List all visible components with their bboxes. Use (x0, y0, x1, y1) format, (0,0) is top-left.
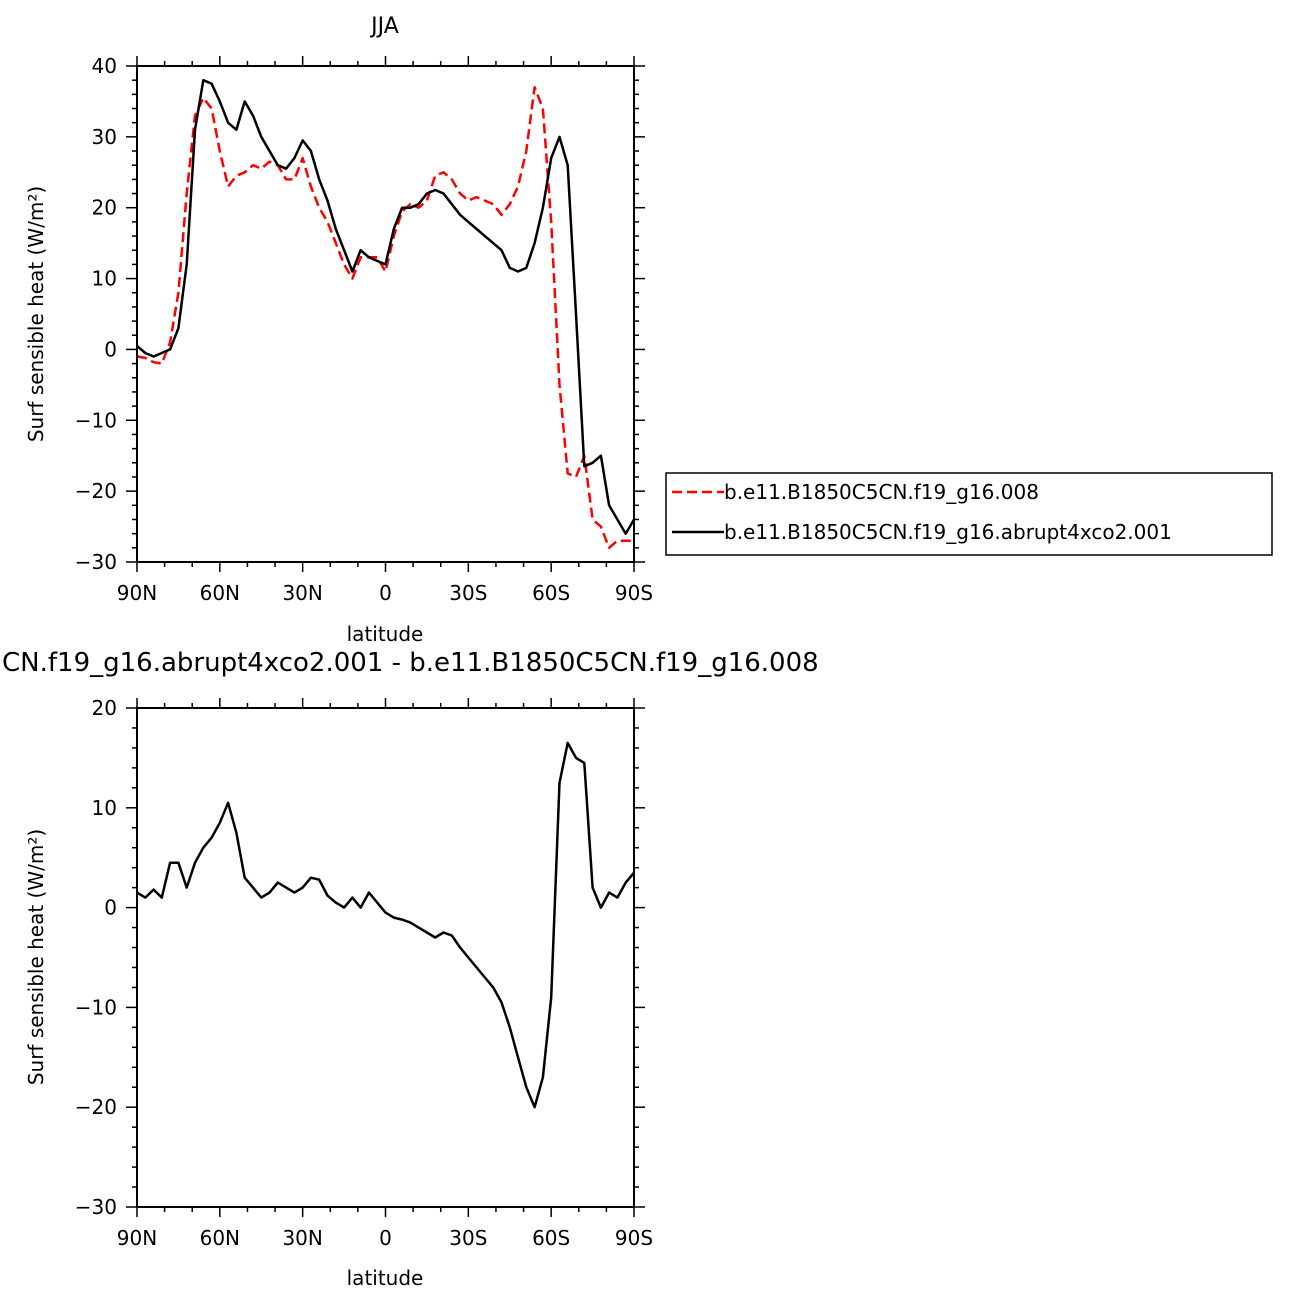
chart0-ytick-label: 10 (92, 267, 117, 291)
top-chart-ylabel: Surf sensible heat (W/m²) (24, 186, 48, 442)
chart0-ytick-label: −10 (75, 408, 117, 432)
chart0-series-0-line (136, 86, 634, 550)
chart1-series-0-line (136, 741, 635, 1109)
chart1-ytick-label: 20 (92, 696, 117, 720)
chart1-ytick-label: 0 (104, 896, 117, 920)
chart1-xtick-label: 90N (117, 1226, 157, 1250)
bottom-chart-ticks: 90N 60N 30N 0 30S 60S 90S −30 −20 −10 0 10 20 (75, 696, 653, 1250)
chart1-ytick-label: −30 (75, 1195, 117, 1219)
chart0-xtick-label: 0 (379, 581, 392, 605)
legend-label-0: b.e11.B1850C5CN.f19_g16.008 (724, 480, 1039, 504)
chart1-xtick-label: 90S (615, 1226, 653, 1250)
chart0-ytick-label: −30 (75, 550, 117, 574)
chart0-xtick-label: 90N (117, 581, 157, 605)
legend-label-1: b.e11.B1850C5CN.f19_g16.abrupt4xco2.001 (724, 520, 1172, 544)
top-chart-title: JJA (369, 14, 399, 39)
chart1-ytick-label: −20 (75, 1095, 117, 1119)
chart0-ytick-label: 0 (104, 337, 117, 361)
top-chart-series-group (136, 78, 636, 550)
chart1-ytick-label: 10 (92, 796, 117, 820)
top-chart-xlabel: latitude (347, 622, 424, 646)
bottom-chart-ylabel: Surf sensible heat (W/m²) (24, 829, 48, 1085)
chart0-series-1-line (136, 78, 636, 535)
chart1-xtick-label: 60N (200, 1226, 240, 1250)
bottom-chart-title: CN.f19_g16.abrupt4xco2.001 - b.e11.B1850… (2, 648, 819, 678)
top-chart: JJA 90N 60N 30N 0 30S 60S 90S −30 −20 −10 0 10 20 30 4… (24, 14, 653, 646)
bottom-chart-xlabel: latitude (347, 1266, 424, 1290)
chart0-ytick-label: 30 (92, 125, 117, 149)
chart0-xtick-label: 60S (532, 581, 570, 605)
chart1-xtick-label: 30N (282, 1226, 322, 1250)
chart0-xtick-label: 90S (615, 581, 653, 605)
chart0-ytick-label: 20 (92, 196, 117, 220)
bottom-chart: CN.f19_g16.abrupt4xco2.001 - b.e11.B1850… (2, 648, 819, 1290)
chart0-ytick-label: −20 (75, 479, 117, 503)
legend: b.e11.B1850C5CN.f19_g16.008 b.e11.B1850C… (665, 472, 1273, 556)
chart1-xtick-label: 60S (532, 1226, 570, 1250)
chart1-xtick-label: 0 (379, 1226, 392, 1250)
chart0-ytick-label: 40 (92, 54, 117, 78)
chart1-xtick-label: 30S (449, 1226, 487, 1250)
chart0-xtick-label: 30N (282, 581, 322, 605)
chart1-ytick-label: −10 (75, 995, 117, 1019)
bottom-chart-series-group (136, 741, 635, 1109)
legend-box (665, 472, 1273, 556)
chart0-xtick-label: 60N (200, 581, 240, 605)
chart0-xtick-label: 30S (449, 581, 487, 605)
top-chart-ticks: 90N 60N 30N 0 30S 60S 90S −30 −20 −10 0 10 20 30 40 (75, 54, 653, 605)
